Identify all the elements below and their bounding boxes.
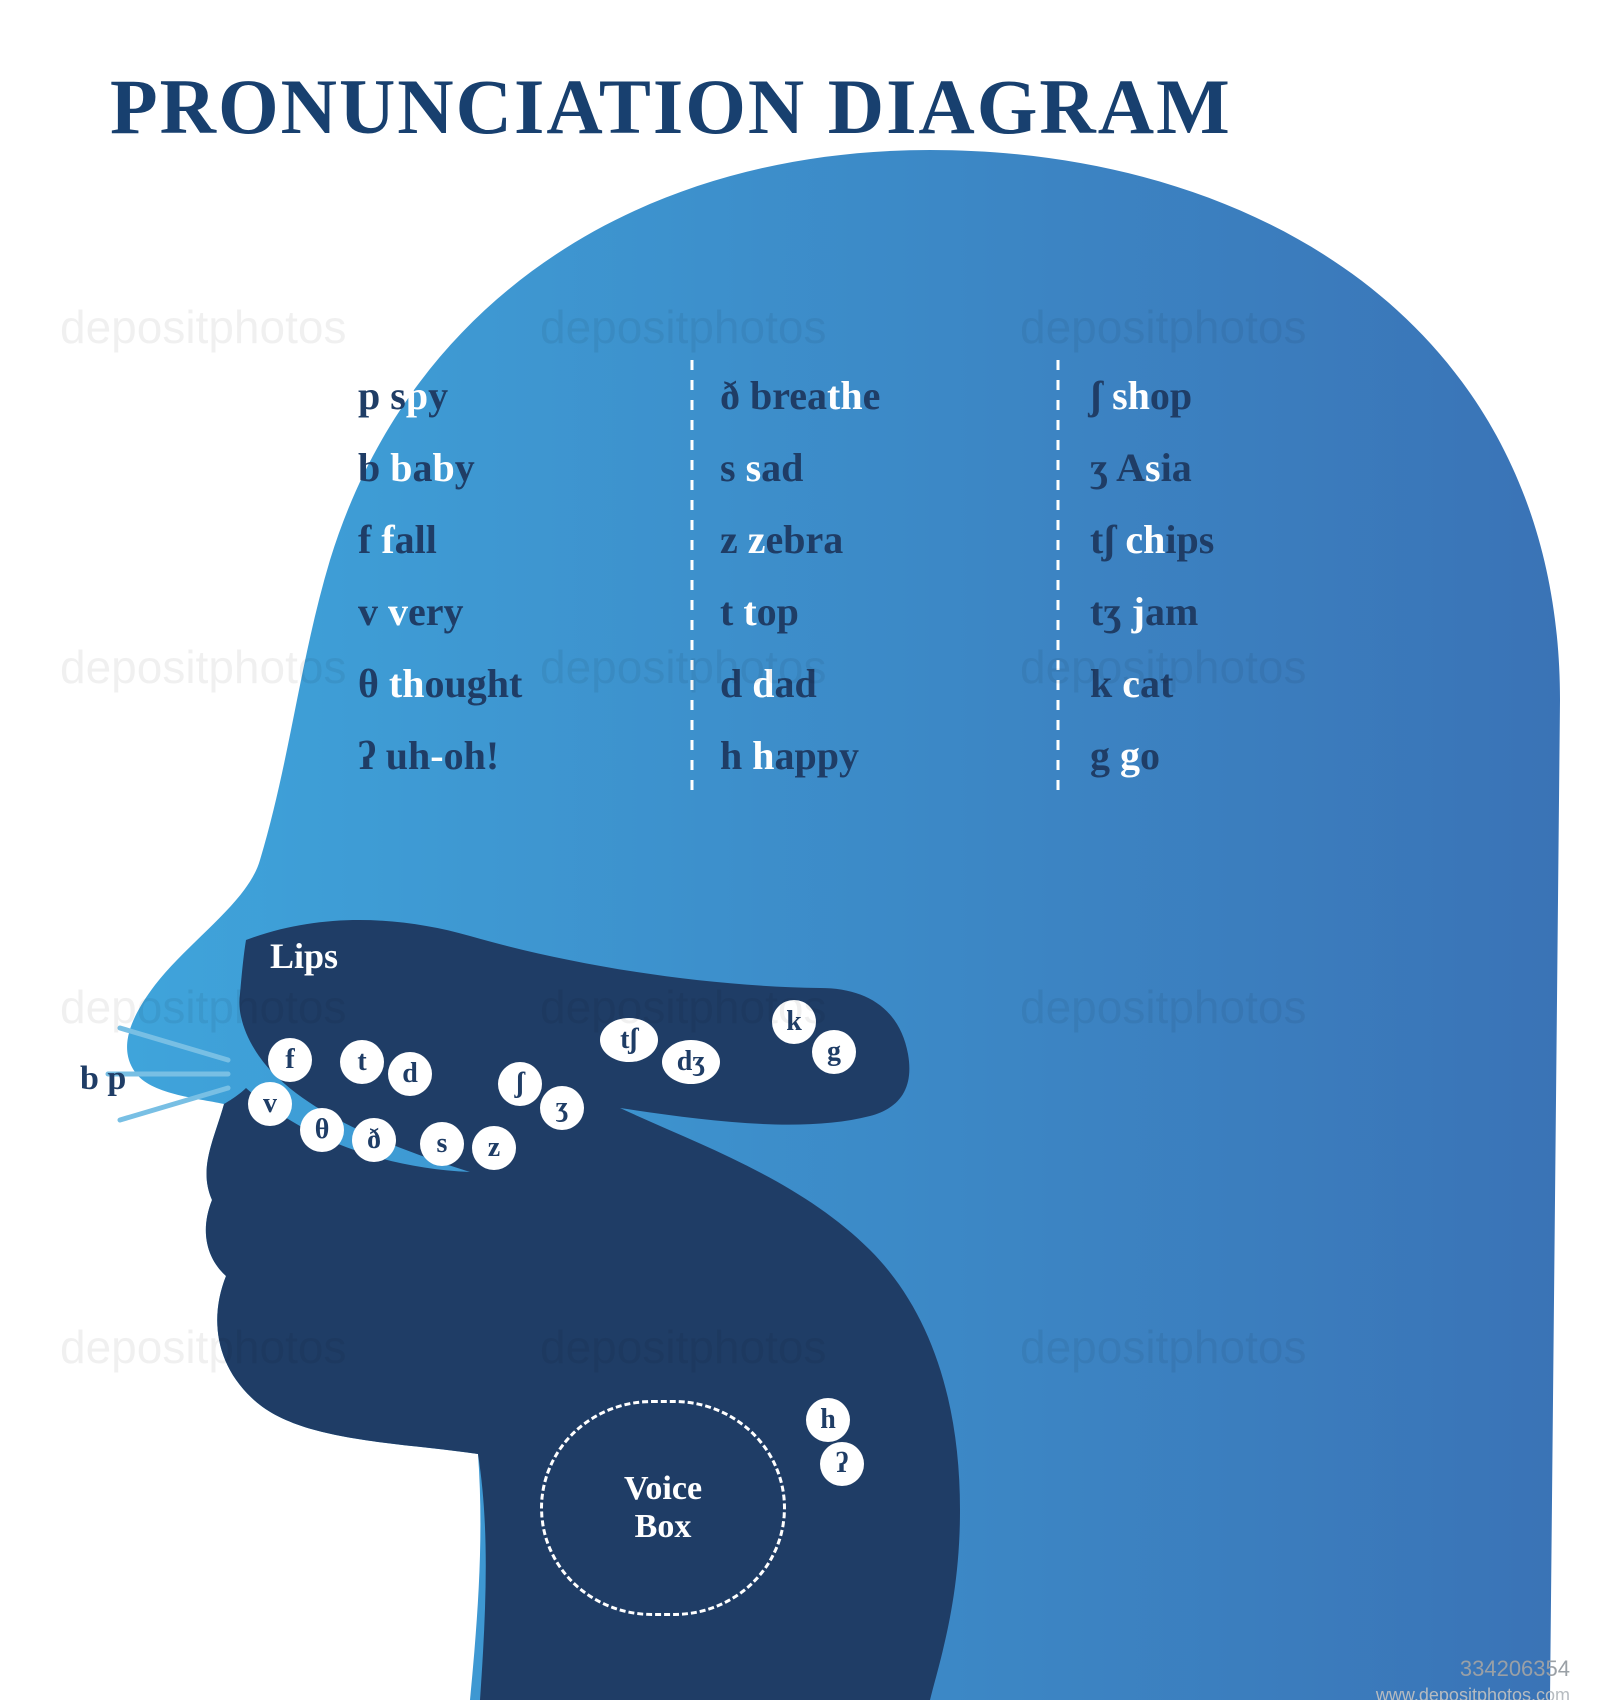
diagram-root: PRONUNCIATION DIAGRAM p spyb babyf fallv…	[0, 0, 1600, 1700]
phoneme-row: t top	[720, 576, 880, 648]
phoneme-chip: ð	[352, 1118, 396, 1162]
phoneme-chip: ʃ	[498, 1062, 542, 1106]
phoneme-column-2: ð breathes sadz zebrat topd dadh happy	[720, 360, 880, 792]
phoneme-row: ʔ uh-oh!	[358, 720, 522, 792]
outside-bp-label: b p	[80, 1060, 126, 1098]
phoneme-column-1: p spyb babyf fallv veryθ thoughtʔ uh-oh!	[358, 360, 522, 792]
watermark-text: depositphotos	[1020, 980, 1306, 1034]
phoneme-chip: d	[388, 1052, 432, 1096]
phoneme-row: tʃ chips	[1090, 504, 1214, 576]
stock-id: 334206354	[1460, 1656, 1570, 1682]
phoneme-row: ʃ shop	[1090, 360, 1214, 432]
watermark-text: depositphotos	[1020, 1320, 1306, 1374]
phoneme-row: p spy	[358, 360, 522, 432]
phoneme-chip: h	[806, 1398, 850, 1442]
phoneme-chip: f	[268, 1038, 312, 1082]
voice-box-line2: Box	[624, 1508, 702, 1546]
voice-box-line1: Voice	[624, 1470, 702, 1508]
phoneme-row: z zebra	[720, 504, 880, 576]
watermark-text: depositphotos	[540, 640, 826, 694]
lips-label: Lips	[270, 935, 338, 977]
phoneme-chip: ʒ	[540, 1086, 584, 1130]
phoneme-row: h happy	[720, 720, 880, 792]
phoneme-row: v very	[358, 576, 522, 648]
phoneme-row: ʒ Asia	[1090, 432, 1214, 504]
phoneme-chip: t	[340, 1040, 384, 1084]
phoneme-column-3: ʃ shopʒ Asiatʃ chipstʒ jamk catg go	[1090, 360, 1214, 792]
stock-url: www.depositphotos.com	[1376, 1685, 1570, 1700]
phoneme-chip: θ	[300, 1108, 344, 1152]
page-title: PRONUNCIATION DIAGRAM	[110, 62, 1232, 152]
watermark-text: depositphotos	[1020, 300, 1306, 354]
phoneme-row: b baby	[358, 432, 522, 504]
head-svg	[0, 0, 1600, 1700]
watermark-text: depositphotos	[60, 1320, 346, 1374]
phoneme-chip: g	[812, 1030, 856, 1074]
phoneme-chip: z	[472, 1126, 516, 1170]
phoneme-row: g go	[1090, 720, 1214, 792]
voice-box-label: Voice Box	[540, 1400, 786, 1616]
phoneme-row: θ thought	[358, 648, 522, 720]
phoneme-chip: ʔ	[820, 1442, 864, 1486]
watermark-text: depositphotos	[540, 980, 826, 1034]
phoneme-row: ð breathe	[720, 360, 880, 432]
watermark-text: depositphotos	[60, 980, 346, 1034]
watermark-text: depositphotos	[60, 300, 346, 354]
watermark-text: depositphotos	[60, 640, 346, 694]
phoneme-chip: dʒ	[662, 1040, 720, 1084]
watermark-text: depositphotos	[540, 1320, 826, 1374]
phoneme-row: tʒ jam	[1090, 576, 1214, 648]
watermark-text: depositphotos	[1020, 640, 1306, 694]
phoneme-chip: v	[248, 1082, 292, 1126]
phoneme-row: f fall	[358, 504, 522, 576]
phoneme-chip: s	[420, 1122, 464, 1166]
phoneme-row: s sad	[720, 432, 880, 504]
watermark-text: depositphotos	[540, 300, 826, 354]
